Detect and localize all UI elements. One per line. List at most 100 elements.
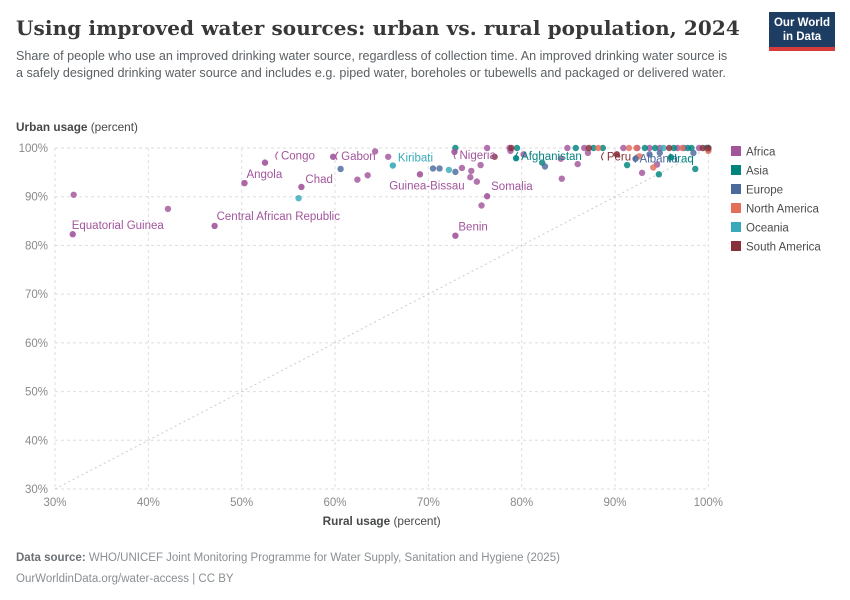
data-point-africa[interactable] — [354, 176, 361, 183]
data-point-north-america[interactable] — [678, 144, 686, 152]
data-point-gabon[interactable] — [329, 153, 337, 160]
data-point-africa[interactable] — [574, 160, 581, 168]
data-point-europe[interactable] — [429, 165, 437, 172]
data-point-asia[interactable] — [513, 144, 521, 152]
data-point-oceania[interactable] — [660, 144, 667, 152]
data-point-north-america[interactable] — [633, 144, 640, 152]
label-connector — [275, 151, 279, 160]
data-point-asia[interactable] — [572, 144, 579, 152]
country-label-angola[interactable]: Angola — [246, 169, 282, 181]
data-point-congo[interactable] — [261, 159, 269, 166]
data-point-south-america[interactable] — [699, 144, 706, 152]
license-label[interactable]: CC BY — [198, 573, 234, 585]
country-label-guinea-bissau[interactable]: Guinea-Bissau — [389, 180, 464, 192]
legend-item-south-america[interactable]: South America — [731, 241, 821, 254]
data-point-africa[interactable] — [520, 151, 527, 158]
data-point-asia[interactable] — [651, 144, 659, 152]
data-point-equatorial-guinea[interactable] — [69, 231, 76, 238]
country-label-peru[interactable]: Peru — [607, 151, 631, 163]
data-point-angola[interactable] — [241, 179, 248, 187]
data-point-africa[interactable] — [478, 202, 485, 209]
data-point-europe[interactable] — [690, 149, 697, 157]
owid-link[interactable]: OurWorldinData.org/water-access — [16, 573, 189, 585]
data-point-europe[interactable] — [541, 163, 549, 170]
data-point-europe[interactable] — [452, 168, 459, 176]
owid-logo[interactable]: Our World in Data — [769, 12, 835, 51]
data-point-somalia[interactable] — [483, 193, 491, 200]
y-tick-label: 90% — [25, 192, 48, 204]
legend-item-north-america[interactable]: North America — [731, 203, 819, 216]
label-connector — [515, 151, 519, 161]
data-point-africa[interactable] — [557, 155, 565, 162]
country-label-benin[interactable]: Benin — [458, 222, 487, 234]
data-point-south-america[interactable] — [491, 153, 498, 160]
data-point-africa[interactable] — [646, 144, 653, 152]
country-label-nigeria[interactable]: Nigeria — [459, 150, 496, 162]
country-label-kiribati[interactable]: Kiribati — [398, 153, 433, 165]
data-point-europe[interactable] — [656, 149, 663, 157]
legend-item-africa[interactable]: Africa — [731, 146, 776, 159]
data-point-africa[interactable] — [477, 161, 484, 169]
data-point-africa[interactable] — [558, 175, 565, 182]
x-tick-label: 80% — [510, 497, 533, 509]
country-label-central-african-republic[interactable]: Central African Republic — [217, 211, 341, 223]
data-point-north-america[interactable] — [625, 144, 633, 152]
data-point-africa[interactable] — [364, 172, 371, 179]
data-point-africa[interactable] — [620, 144, 627, 152]
data-point-asia[interactable] — [670, 144, 677, 152]
data-point-oceania[interactable] — [445, 166, 453, 174]
country-label-afghanistan[interactable]: Afghanistan — [521, 151, 582, 163]
data-point-asia[interactable] — [688, 144, 695, 152]
legend-item-europe[interactable]: Europe — [731, 184, 783, 197]
data-point-africa[interactable] — [70, 191, 77, 198]
data-point-south-america[interactable] — [705, 144, 712, 152]
data-point-africa[interactable] — [384, 153, 392, 160]
country-label-chad[interactable]: Chad — [305, 174, 333, 186]
country-label-somalia[interactable]: Somalia — [491, 181, 533, 193]
data-point-guinea-bissau[interactable] — [416, 171, 424, 178]
scatter-plot: 30% 40% 50% 60% 70% 80% 90% 100% 30% 40% 50% 60% 70%… — [16, 120, 821, 528]
data-point-africa[interactable] — [468, 167, 475, 175]
data-point-asia[interactable] — [692, 165, 699, 173]
data-point-south-america[interactable] — [508, 144, 515, 152]
data-point-africa[interactable] — [467, 174, 474, 181]
data-point-africa[interactable] — [564, 144, 571, 152]
data-point-asia[interactable] — [590, 144, 597, 152]
legend-item-asia[interactable]: Asia — [731, 165, 769, 178]
data-point-south-america[interactable] — [665, 144, 673, 152]
data-point-benin[interactable] — [452, 232, 459, 239]
data-point-north-america[interactable] — [650, 164, 657, 171]
data-point-europe[interactable] — [337, 165, 344, 173]
data-point-asia[interactable] — [599, 144, 607, 152]
data-point-north-america[interactable] — [594, 144, 602, 152]
country-label-iraq[interactable]: Iraq — [674, 153, 694, 165]
data-point-europe[interactable] — [646, 151, 653, 158]
data-point-asia[interactable] — [655, 171, 663, 178]
label-connector — [633, 154, 637, 164]
data-point-oceania[interactable] — [295, 194, 302, 202]
data-point-central-african-republic[interactable] — [211, 222, 218, 230]
data-point-africa[interactable] — [638, 169, 646, 177]
data-point-africa[interactable] — [483, 144, 491, 152]
data-point-europe[interactable] — [436, 165, 443, 172]
data-point-asia[interactable] — [623, 161, 631, 169]
data-point-africa[interactable] — [458, 164, 466, 172]
data-point-africa[interactable] — [371, 148, 379, 155]
data-point-south-america[interactable] — [585, 144, 593, 152]
country-label-equatorial-guinea[interactable]: Equatorial Guinea — [72, 220, 165, 232]
country-label-congo[interactable]: Congo — [281, 151, 315, 163]
data-point-africa[interactable] — [580, 144, 588, 152]
data-point-peru[interactable] — [613, 151, 621, 158]
data-point-chad[interactable] — [298, 183, 305, 191]
data-point-africa[interactable] — [584, 149, 592, 157]
x-tick-label: 30% — [43, 497, 66, 509]
data-point-kiribati[interactable] — [389, 162, 397, 169]
y-tick-label: 50% — [25, 387, 48, 399]
data-point-asia[interactable] — [641, 144, 649, 152]
legend-item-oceania[interactable]: Oceania — [731, 222, 789, 235]
data-point-africa[interactable] — [164, 205, 172, 213]
legend-label: Oceania — [746, 223, 789, 235]
country-label-gabon[interactable]: Gabon — [341, 151, 376, 163]
data-point-nigeria[interactable] — [451, 148, 458, 156]
data-point-africa[interactable] — [473, 178, 481, 185]
